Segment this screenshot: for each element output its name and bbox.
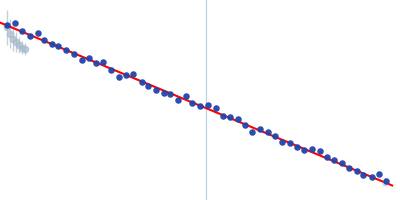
Point: [331, 158, 337, 162]
Point: [234, 118, 241, 121]
Point: [55, 45, 62, 48]
Point: [161, 92, 167, 95]
Point: [19, 29, 25, 33]
Point: [197, 104, 204, 107]
Point: [175, 98, 181, 101]
Point: [130, 72, 136, 75]
Point: [167, 92, 174, 96]
Point: [265, 130, 271, 133]
Point: [86, 57, 92, 60]
Point: [301, 148, 308, 151]
Point: [144, 85, 151, 88]
Point: [382, 182, 388, 185]
Point: [279, 140, 285, 144]
Point: [242, 123, 248, 126]
Point: [4, 23, 10, 26]
Point: [41, 39, 48, 42]
Point: [226, 116, 233, 119]
Point: [339, 161, 345, 165]
Point: [376, 172, 382, 176]
Point: [354, 170, 360, 173]
Point: [368, 176, 375, 179]
Point: [249, 130, 256, 134]
Point: [383, 179, 389, 182]
Point: [108, 68, 114, 71]
Point: [122, 73, 129, 77]
Point: [323, 155, 330, 158]
Point: [93, 61, 99, 64]
Point: [48, 42, 55, 45]
Point: [138, 81, 145, 84]
Point: [183, 94, 189, 98]
Point: [256, 127, 263, 130]
Point: [220, 114, 226, 117]
Point: [205, 104, 212, 107]
Point: [100, 61, 106, 64]
Point: [294, 146, 300, 149]
Point: [272, 134, 278, 137]
Point: [63, 49, 69, 52]
Point: [116, 75, 122, 79]
Point: [286, 142, 293, 145]
Point: [153, 89, 159, 92]
Point: [71, 53, 77, 56]
Point: [78, 59, 85, 62]
Point: [34, 32, 41, 35]
Point: [26, 35, 33, 38]
Point: [360, 174, 367, 177]
Point: [308, 147, 315, 150]
Point: [346, 166, 352, 169]
Point: [212, 107, 219, 110]
Point: [189, 102, 196, 105]
Point: [316, 150, 323, 153]
Point: [12, 21, 18, 25]
